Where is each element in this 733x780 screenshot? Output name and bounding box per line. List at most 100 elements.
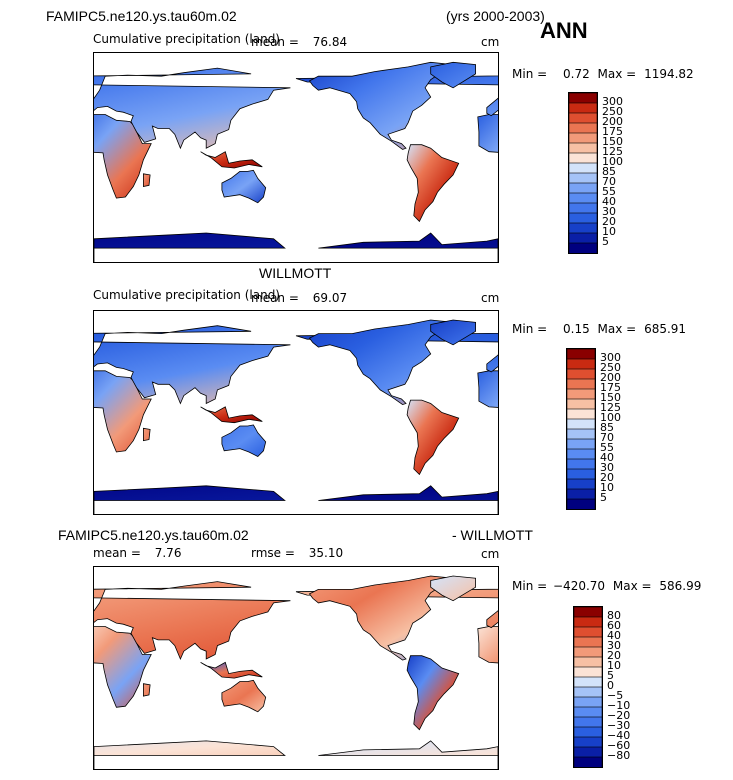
panel3-min-value: −420.70 — [553, 579, 606, 593]
colorbar-tick-label: 40 — [600, 451, 614, 464]
panel1-units: cm — [481, 35, 500, 49]
colorbar-tick-label: −30 — [607, 719, 631, 732]
colorbar-swatch — [574, 666, 602, 678]
colorbar-tick-label: −80 — [607, 749, 631, 762]
colorbar-tick-label: 150 — [600, 391, 621, 404]
colorbar-swatch — [567, 438, 595, 450]
colorbar-swatch — [574, 626, 602, 638]
colorbar-tick-label: 10 — [607, 659, 621, 672]
colorbar-tick-label: 85 — [600, 421, 614, 434]
colorbar-tick-label: 200 — [602, 115, 623, 128]
colorbar-swatch — [574, 646, 602, 658]
colorbar-swatch — [574, 756, 602, 767]
colorbar-swatch — [567, 458, 595, 470]
panel1-mean-value: 76.84 — [312, 35, 348, 49]
panel3-min-label: Min = — [512, 579, 548, 593]
panel2-mean-value: 69.07 — [312, 291, 348, 305]
colorbar-tick-label: 200 — [600, 371, 621, 384]
panel3-rmse-label: rmse = — [251, 546, 295, 560]
colorbar-swatch — [569, 122, 597, 134]
panel2-mean: mean = 69.07 — [251, 291, 347, 305]
panel3-map — [93, 566, 499, 770]
season-label: ANN — [540, 18, 588, 43]
colorbar-swatch — [574, 716, 602, 728]
colorbar-svg — [567, 349, 595, 509]
landmass-north-america — [308, 61, 455, 150]
panel3-mean-value: 7.76 — [154, 546, 182, 560]
landmass-south-america — [406, 655, 460, 731]
colorbar-tick-label: 85 — [602, 165, 616, 178]
colorbar-swatch — [567, 378, 595, 390]
colorbar-tick-label: 250 — [600, 361, 621, 374]
panel2-units: cm — [481, 291, 500, 305]
panel3-mean: mean = 7.76 — [93, 546, 181, 560]
colorbar-swatch — [567, 498, 595, 509]
colorbar-swatch — [569, 172, 597, 184]
colorbar-swatch — [567, 428, 595, 440]
landmass-indonesia — [200, 661, 263, 679]
colorbar-tick-label: −10 — [607, 699, 631, 712]
panel3-max-value: 586.99 — [659, 579, 702, 593]
landmass-europe-asia — [94, 581, 291, 661]
colorbar-tick-label: 20 — [600, 471, 614, 484]
colorbar-swatch — [574, 736, 602, 748]
colorbar-swatch — [569, 202, 597, 214]
colorbar-swatch — [567, 408, 595, 420]
colorbar-tick-label: −40 — [607, 729, 631, 742]
colorbar-tick-label: 55 — [602, 185, 616, 198]
colorbar-swatch — [567, 468, 595, 480]
panel3-max-label: Max = — [612, 579, 652, 593]
landmass-australia — [221, 169, 267, 204]
panel2-minmax: Min = 0.15 Max = 685.91 — [512, 322, 686, 336]
colorbar-tick-label: 100 — [600, 411, 621, 424]
panel2-min-label: Min = — [512, 322, 548, 336]
landmass-europe-asia — [94, 67, 291, 150]
colorbar-swatch — [574, 706, 602, 718]
colorbar-swatch — [569, 242, 597, 253]
colorbar-swatch — [574, 656, 602, 668]
colorbar-tick-label: 5 — [602, 235, 609, 248]
landmass-africa — [477, 370, 498, 408]
colorbar-tick-label: 20 — [602, 215, 616, 228]
panel2-subtitle: Cumulative precipitation (land) — [93, 288, 280, 302]
colorbar-swatch — [567, 398, 595, 410]
landmass-africa — [477, 114, 498, 153]
panel1-colorbar — [568, 92, 598, 254]
colorbar-tick-label: 125 — [602, 145, 623, 158]
landmass-greenland — [430, 61, 476, 89]
colorbar-tick-label: 30 — [600, 461, 614, 474]
colorbar-swatch — [574, 636, 602, 648]
colorbar-swatch — [569, 192, 597, 204]
landmass-australia — [221, 679, 267, 713]
case-title: FAMIPC5.ne120.ys.tau60m.02 — [46, 8, 237, 24]
colorbar-swatch — [569, 152, 597, 164]
colorbar-swatch — [567, 478, 595, 490]
panel3-map-svg — [94, 575, 498, 769]
landmass-antarctica — [318, 740, 498, 769]
colorbar-swatch — [574, 726, 602, 738]
colorbar-tick-label: 10 — [602, 225, 616, 238]
colorbar-tick-label: −60 — [607, 739, 631, 752]
colorbar-tick-label: 5 — [607, 669, 614, 682]
panel3-title-left: FAMIPC5.ne120.ys.tau60m.02 — [58, 527, 249, 543]
panel1-max-label: Max = — [597, 67, 637, 81]
panel1-min-label: Min = — [512, 67, 548, 81]
landmass-north-america — [308, 319, 455, 406]
colorbar-tick-label: 125 — [600, 401, 621, 414]
colorbar-swatch — [567, 388, 595, 400]
landmass-africa — [94, 626, 152, 708]
panel1-mean-label: mean = — [251, 35, 299, 49]
colorbar-swatch — [574, 616, 602, 628]
colorbar-swatch — [567, 368, 595, 380]
landmass-africa — [94, 370, 152, 453]
panel1-subtitle: Cumulative precipitation (land) — [93, 32, 280, 46]
colorbar-swatch — [569, 162, 597, 174]
colorbar-swatch — [567, 418, 595, 430]
colorbar-tick-label: 70 — [602, 175, 616, 188]
colorbar-tick-label: 30 — [607, 639, 621, 652]
colorbar-tick-label: −20 — [607, 709, 631, 722]
landmass-greenland — [430, 319, 476, 346]
landmass-indonesia — [200, 406, 263, 424]
colorbar-swatch — [569, 102, 597, 114]
landmass-madagascar — [143, 427, 151, 442]
